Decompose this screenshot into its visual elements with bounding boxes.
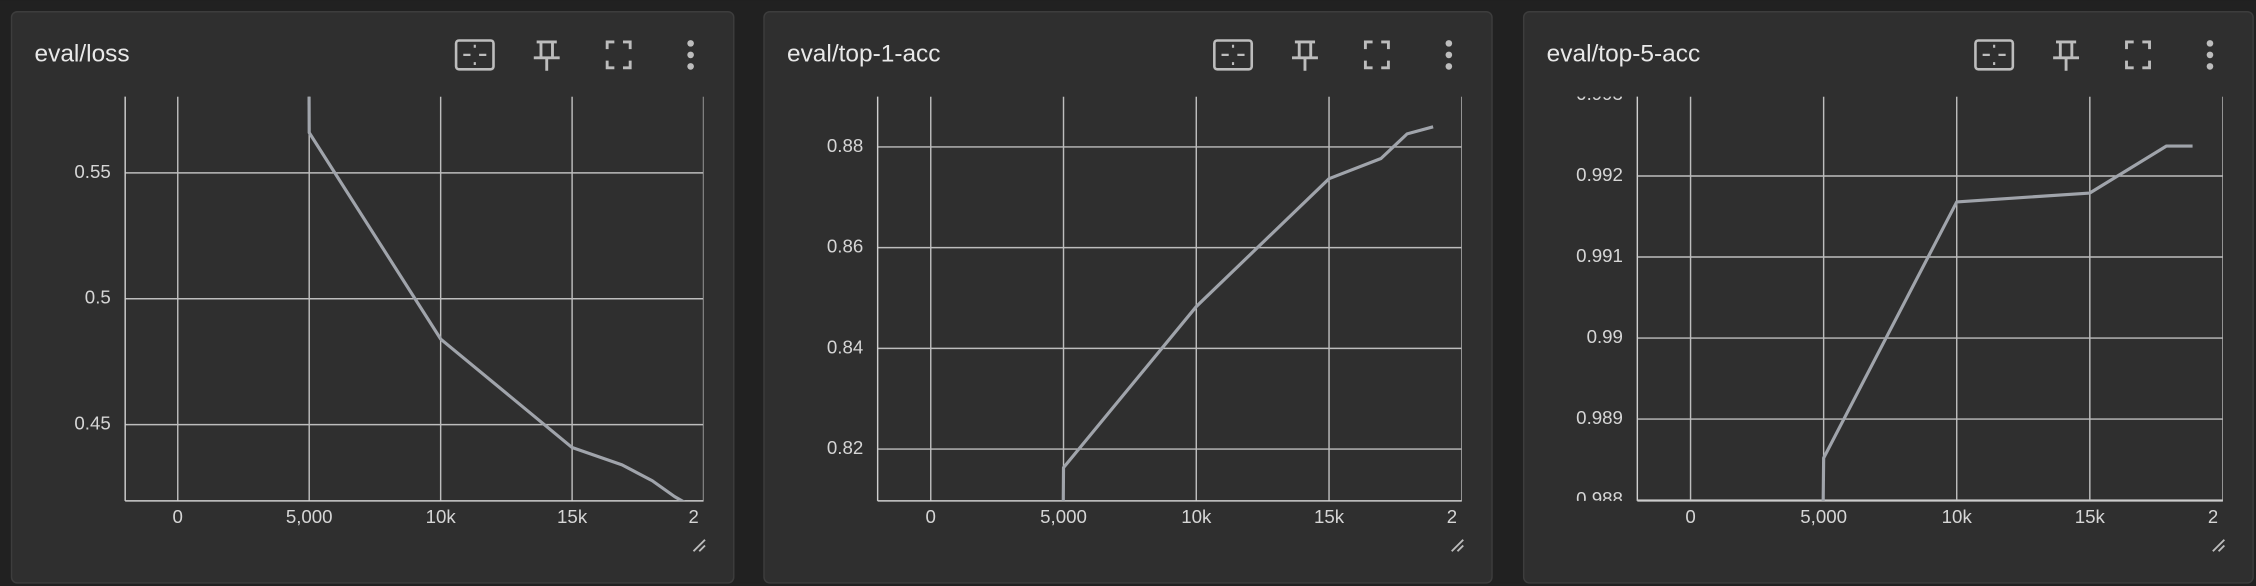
menu-button[interactable] <box>2206 40 2214 70</box>
icon <box>2206 63 2214 70</box>
y-tick-label: 0.991 <box>1576 245 1623 266</box>
y-tick-label: 0.988 <box>1576 488 1623 509</box>
icon <box>1445 40 1453 47</box>
fit-button[interactable] <box>1974 39 2015 71</box>
chart-card: eval/top-1-acc 0.82 0.84 0.86 0.88 0 5,000 10k 1… <box>763 11 1493 584</box>
series-line <box>307 96 686 501</box>
chart-title: eval/top-5-acc <box>1547 40 1701 67</box>
card <box>10 11 735 584</box>
icon <box>1292 40 1318 71</box>
x-tick-label: 0 <box>173 506 183 527</box>
series-line <box>1061 125 1434 501</box>
y-tick-label: 0.86 <box>827 236 863 257</box>
pin-button[interactable] <box>2053 40 2080 71</box>
icon <box>1982 44 2006 65</box>
icon <box>687 51 694 59</box>
x-tick-label: 15k <box>557 506 588 527</box>
y-tick-label: 0.99 <box>1587 326 1623 347</box>
y-tick-label: 0.82 <box>827 437 863 458</box>
y-labels: 0.988 0.989 0.99 0.991 0.992 0.993 <box>1576 83 1623 509</box>
x-labels: 0 5,000 10k 15k 20k <box>1685 506 2239 527</box>
fullscreen-button[interactable] <box>2125 40 2151 70</box>
icon <box>1221 44 1245 65</box>
chart-title: eval/loss <box>35 40 130 67</box>
series-line <box>1821 144 2193 501</box>
card <box>763 11 1493 584</box>
fullscreen-button[interactable] <box>1363 40 1390 70</box>
y-tick-label: 0.5 <box>85 287 111 308</box>
x-tick-label: 20k <box>2208 506 2239 527</box>
x-tick-label: 0 <box>1685 506 1695 527</box>
pin-button[interactable] <box>533 40 560 71</box>
menu-button[interactable] <box>687 40 694 70</box>
icon <box>605 40 632 70</box>
x-tick-label: 20k <box>688 506 719 527</box>
chart-card: eval/top-5-acc0.9880.9890.990.9910.9920.… <box>1522 11 2254 584</box>
icon <box>2125 40 2151 70</box>
y-tick-label: 0.55 <box>74 161 110 182</box>
menu-button[interactable] <box>1445 40 1453 70</box>
icon <box>533 40 560 71</box>
x-tick-label: 10k <box>1942 506 1973 527</box>
icon <box>1213 39 1254 71</box>
card <box>1522 11 2254 584</box>
y-tick-label: 0.84 <box>827 336 863 357</box>
y-tick-label: 0.989 <box>1576 407 1623 428</box>
icon <box>1974 39 2015 71</box>
resize-handle <box>692 539 706 552</box>
resize-handle <box>2212 539 2226 552</box>
y-labels: 0.82 0.84 0.86 0.88 <box>827 135 863 458</box>
chart-card: eval/loss 0.45 0.5 0.55 0 5,000 10k 15k 20k <box>10 11 735 584</box>
x-tick-label: 20k <box>1447 506 1478 527</box>
x-tick-label: 15k <box>1314 506 1345 527</box>
icon <box>687 40 694 47</box>
icon <box>2206 40 2214 47</box>
y-tick-label: 0.993 <box>1576 83 1623 104</box>
icon <box>454 39 495 71</box>
y-labels: 0.45 0.5 0.55 <box>74 161 110 434</box>
x-tick-label: 15k <box>2075 506 2106 527</box>
icon <box>1445 51 1453 59</box>
x-tick-label: 10k <box>426 506 457 527</box>
icon <box>2206 51 2214 59</box>
fit-button[interactable] <box>454 39 495 71</box>
x-tick-label: 5,000 <box>1800 506 1847 527</box>
icon <box>1363 40 1390 70</box>
chart-title: eval/top-1-acc <box>787 40 941 67</box>
x-labels: 0 5,000 10k 15k 20k <box>173 506 719 527</box>
x-labels: 0 5,000 10k 15k 20k <box>926 506 1478 527</box>
icon <box>2053 40 2080 71</box>
y-tick-label: 0.88 <box>827 135 863 156</box>
pin-button[interactable] <box>1292 40 1318 71</box>
icon <box>463 44 487 65</box>
x-tick-label: 5,000 <box>286 506 333 527</box>
fit-button[interactable] <box>1213 39 1254 71</box>
x-tick-label: 10k <box>1181 506 1212 527</box>
icon <box>687 63 694 70</box>
x-tick-label: 0 <box>926 506 936 527</box>
y-tick-label: 0.45 <box>74 413 110 434</box>
y-tick-label: 0.992 <box>1576 164 1623 185</box>
x-tick-label: 5,000 <box>1040 506 1087 527</box>
icon <box>1445 63 1453 70</box>
fullscreen-button[interactable] <box>605 40 632 70</box>
resize-handle <box>1451 539 1464 552</box>
